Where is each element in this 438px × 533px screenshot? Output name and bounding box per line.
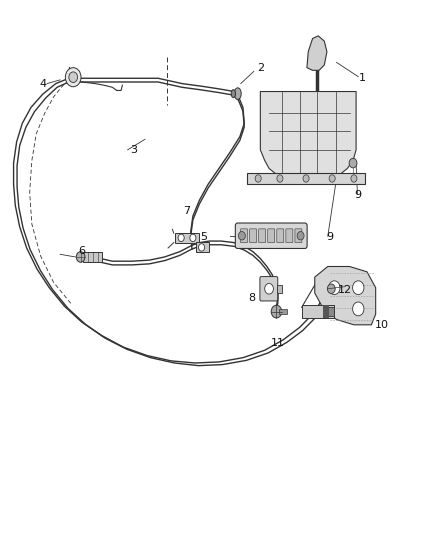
Text: 10: 10 — [375, 320, 389, 330]
Text: 5: 5 — [200, 232, 207, 243]
Circle shape — [353, 281, 364, 295]
Bar — [277, 285, 282, 293]
Text: 2: 2 — [257, 63, 264, 72]
Circle shape — [353, 302, 364, 316]
FancyBboxPatch shape — [250, 229, 257, 243]
Bar — [302, 305, 334, 318]
Circle shape — [69, 72, 78, 83]
Bar — [328, 307, 334, 317]
FancyBboxPatch shape — [295, 229, 302, 243]
Text: 4: 4 — [39, 78, 46, 88]
FancyBboxPatch shape — [259, 229, 265, 243]
Circle shape — [327, 284, 335, 294]
Circle shape — [65, 68, 81, 87]
Text: 9: 9 — [326, 232, 334, 243]
Circle shape — [255, 175, 261, 182]
Polygon shape — [307, 36, 327, 70]
Text: 1: 1 — [359, 73, 366, 83]
Circle shape — [76, 252, 85, 262]
Circle shape — [238, 231, 245, 240]
Circle shape — [277, 175, 283, 182]
Text: 9: 9 — [355, 190, 362, 200]
Circle shape — [297, 231, 304, 240]
Text: 7: 7 — [183, 206, 190, 216]
Bar — [175, 233, 198, 243]
Bar — [323, 305, 328, 318]
FancyBboxPatch shape — [247, 173, 365, 184]
FancyBboxPatch shape — [286, 229, 293, 243]
Ellipse shape — [234, 88, 241, 100]
Text: 3: 3 — [131, 145, 138, 155]
Circle shape — [349, 158, 357, 168]
Circle shape — [303, 175, 309, 182]
Circle shape — [271, 305, 282, 318]
FancyBboxPatch shape — [260, 277, 278, 301]
Ellipse shape — [231, 90, 236, 98]
Circle shape — [198, 244, 205, 251]
Polygon shape — [315, 266, 376, 325]
FancyBboxPatch shape — [240, 229, 247, 243]
Circle shape — [190, 234, 196, 241]
Polygon shape — [260, 92, 356, 174]
Text: 11: 11 — [271, 338, 285, 349]
Circle shape — [351, 175, 357, 182]
FancyBboxPatch shape — [277, 229, 284, 243]
Circle shape — [329, 175, 335, 182]
FancyBboxPatch shape — [235, 223, 307, 248]
Bar — [279, 310, 287, 314]
FancyBboxPatch shape — [268, 229, 275, 243]
Circle shape — [328, 281, 340, 295]
Bar — [83, 252, 102, 262]
Text: 12: 12 — [338, 285, 352, 295]
Bar — [196, 242, 208, 252]
Text: 8: 8 — [248, 293, 255, 303]
Circle shape — [178, 234, 184, 241]
Circle shape — [265, 284, 273, 294]
Text: 6: 6 — [78, 246, 85, 256]
